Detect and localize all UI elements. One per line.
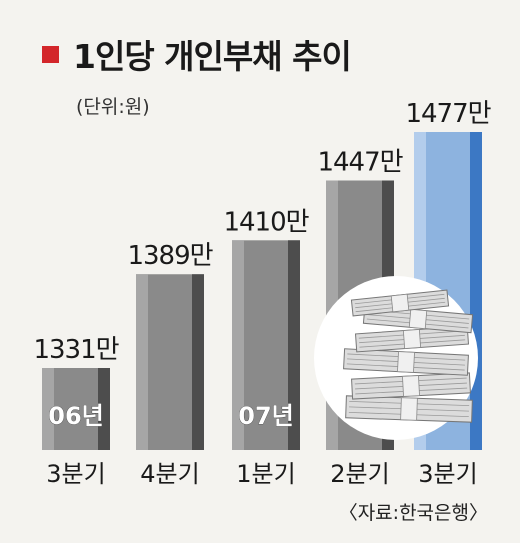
value-label: 1447만: [317, 147, 402, 177]
value-label: 1477만: [405, 99, 490, 129]
chart-title: 1인당 개인부채 추이: [73, 37, 352, 76]
bar-shade: [192, 274, 204, 450]
title-row: 1인당 개인부채 추이: [42, 30, 352, 78]
year-marker-label: 06년: [48, 402, 103, 430]
bar-1: [42, 368, 110, 450]
bar-shade: [98, 368, 110, 450]
value-label: 1410만: [223, 207, 308, 237]
bar-shade: [288, 240, 300, 450]
bar-highlight: [42, 368, 54, 450]
money-stack-icon: [314, 276, 478, 440]
year-marker-label: 07년: [238, 402, 293, 430]
bar-3: [232, 240, 300, 450]
category-label: 2분기: [330, 460, 389, 488]
value-label: 1389만: [127, 241, 212, 271]
category-label: 1분기: [236, 460, 295, 488]
category-label: 4분기: [140, 460, 199, 488]
bar-highlight: [232, 240, 244, 450]
category-label: 3분기: [418, 460, 477, 488]
title-marker: [42, 45, 59, 63]
value-label: 1331만: [33, 335, 118, 365]
category-label: 3분기: [46, 460, 105, 488]
bar-2: [136, 274, 204, 450]
unit-label: (단위:원): [76, 96, 150, 118]
source-label: 〈자료:한국은행〉: [338, 502, 488, 524]
bar-highlight: [136, 274, 148, 450]
